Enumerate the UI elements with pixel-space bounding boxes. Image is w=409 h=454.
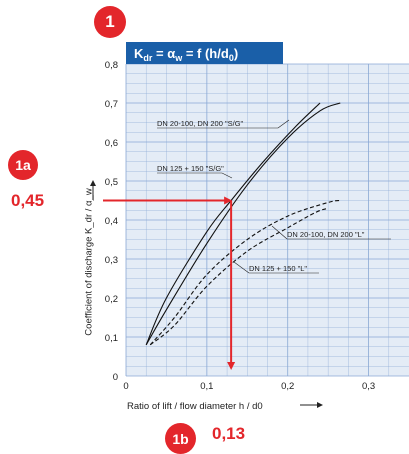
x-axis-title: Ratio of lift / flow diameter h / d0 bbox=[127, 401, 263, 412]
y-tick-label: 0 bbox=[113, 372, 118, 383]
series-label-3: DN 20-100, DN 200 "L" bbox=[287, 230, 365, 239]
y-tick-label: 0,2 bbox=[105, 294, 118, 305]
series-leader-line bbox=[233, 261, 250, 274]
series-leader-line bbox=[221, 172, 233, 179]
y-tick-label: 0,1 bbox=[105, 333, 118, 344]
x-tick-label: 0,2 bbox=[281, 381, 294, 392]
y-tick-label: 0,6 bbox=[105, 138, 118, 149]
y-tick-label: 0,7 bbox=[105, 99, 118, 110]
series-label-4: DN 125 + 150 "L" bbox=[249, 264, 307, 273]
x-value-callout: 0,13 bbox=[212, 424, 246, 443]
chart-title: Kdr = αw = f (h/d0) bbox=[134, 46, 238, 63]
x-tick-label: 0,3 bbox=[362, 381, 375, 392]
y-axis-title: Coefficient of discharge K_dr / α_w bbox=[83, 188, 95, 336]
x-tick-label: 0 bbox=[123, 381, 128, 392]
series-line-1 bbox=[145, 102, 341, 346]
badge-y-marker: 1a bbox=[8, 150, 38, 180]
series-leader-line bbox=[277, 119, 290, 129]
y-tick-label: 0,3 bbox=[105, 255, 118, 266]
y-value-callout: 0,45 bbox=[11, 191, 45, 210]
x-tick-label: 0,1 bbox=[200, 381, 213, 392]
badge-x-marker: 1b bbox=[165, 423, 196, 454]
badge-main: 1 bbox=[94, 6, 126, 38]
y-tick-label: 0,4 bbox=[105, 216, 118, 227]
series-leader-line bbox=[271, 225, 288, 240]
series-line-4 bbox=[149, 207, 329, 346]
series-label-2: DN 125 + 150 "S/G" bbox=[157, 164, 224, 173]
series-label-1: DN 20-100, DN 200 "S/G" bbox=[157, 119, 244, 128]
y-tick-label: 0,5 bbox=[105, 177, 118, 188]
series-line-3 bbox=[149, 199, 341, 346]
chart-header bbox=[126, 42, 283, 64]
y-tick-label: 0,8 bbox=[105, 60, 118, 71]
